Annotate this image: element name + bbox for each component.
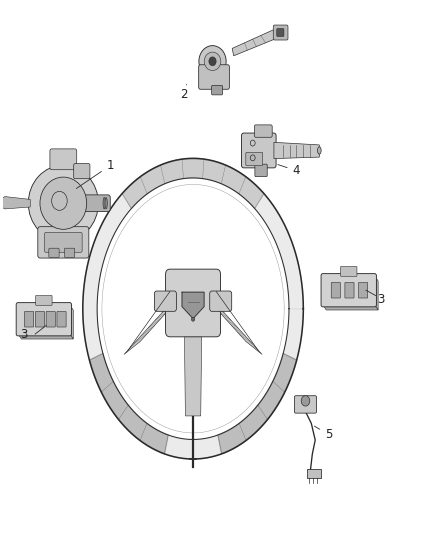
Text: 5: 5: [314, 426, 332, 441]
FancyBboxPatch shape: [255, 164, 267, 176]
Polygon shape: [374, 276, 378, 310]
Polygon shape: [70, 305, 73, 339]
Ellipse shape: [40, 177, 87, 229]
Text: 3: 3: [20, 328, 28, 341]
Circle shape: [191, 317, 195, 321]
FancyBboxPatch shape: [74, 164, 90, 179]
Ellipse shape: [105, 198, 107, 209]
FancyBboxPatch shape: [50, 149, 77, 169]
Text: 1: 1: [76, 159, 114, 189]
FancyBboxPatch shape: [359, 282, 368, 298]
Circle shape: [209, 57, 216, 66]
Polygon shape: [182, 292, 204, 319]
Polygon shape: [205, 296, 262, 354]
FancyBboxPatch shape: [45, 232, 82, 252]
Ellipse shape: [28, 165, 99, 241]
Ellipse shape: [103, 198, 106, 209]
Circle shape: [301, 395, 310, 406]
FancyBboxPatch shape: [254, 125, 272, 138]
Polygon shape: [323, 305, 378, 310]
FancyBboxPatch shape: [331, 282, 340, 298]
FancyBboxPatch shape: [25, 311, 34, 327]
Polygon shape: [0, 197, 30, 209]
FancyBboxPatch shape: [57, 311, 66, 327]
FancyBboxPatch shape: [46, 311, 55, 327]
Ellipse shape: [199, 46, 226, 77]
FancyBboxPatch shape: [64, 248, 75, 257]
FancyBboxPatch shape: [35, 295, 52, 305]
FancyBboxPatch shape: [83, 195, 110, 212]
FancyBboxPatch shape: [155, 291, 177, 311]
FancyBboxPatch shape: [210, 291, 232, 311]
Polygon shape: [18, 334, 73, 339]
FancyBboxPatch shape: [294, 395, 317, 413]
FancyBboxPatch shape: [273, 25, 288, 40]
Text: 3: 3: [377, 294, 384, 306]
FancyBboxPatch shape: [307, 469, 321, 478]
FancyBboxPatch shape: [345, 282, 354, 298]
Polygon shape: [184, 336, 201, 416]
Text: 4: 4: [278, 164, 300, 177]
FancyBboxPatch shape: [199, 64, 230, 90]
FancyBboxPatch shape: [246, 152, 263, 166]
Polygon shape: [218, 353, 297, 454]
Polygon shape: [83, 158, 304, 459]
FancyBboxPatch shape: [212, 85, 223, 95]
FancyBboxPatch shape: [340, 266, 357, 276]
FancyBboxPatch shape: [166, 269, 221, 337]
FancyBboxPatch shape: [35, 311, 45, 327]
Polygon shape: [124, 296, 182, 354]
Ellipse shape: [318, 147, 321, 154]
Polygon shape: [89, 353, 168, 454]
Polygon shape: [274, 142, 319, 159]
FancyBboxPatch shape: [38, 227, 89, 258]
Polygon shape: [122, 158, 264, 208]
FancyBboxPatch shape: [277, 29, 284, 37]
FancyBboxPatch shape: [16, 303, 71, 336]
FancyBboxPatch shape: [241, 133, 276, 168]
Ellipse shape: [204, 52, 221, 70]
FancyBboxPatch shape: [49, 248, 59, 257]
Text: 2: 2: [180, 85, 187, 101]
Polygon shape: [232, 30, 279, 56]
FancyBboxPatch shape: [321, 273, 376, 307]
